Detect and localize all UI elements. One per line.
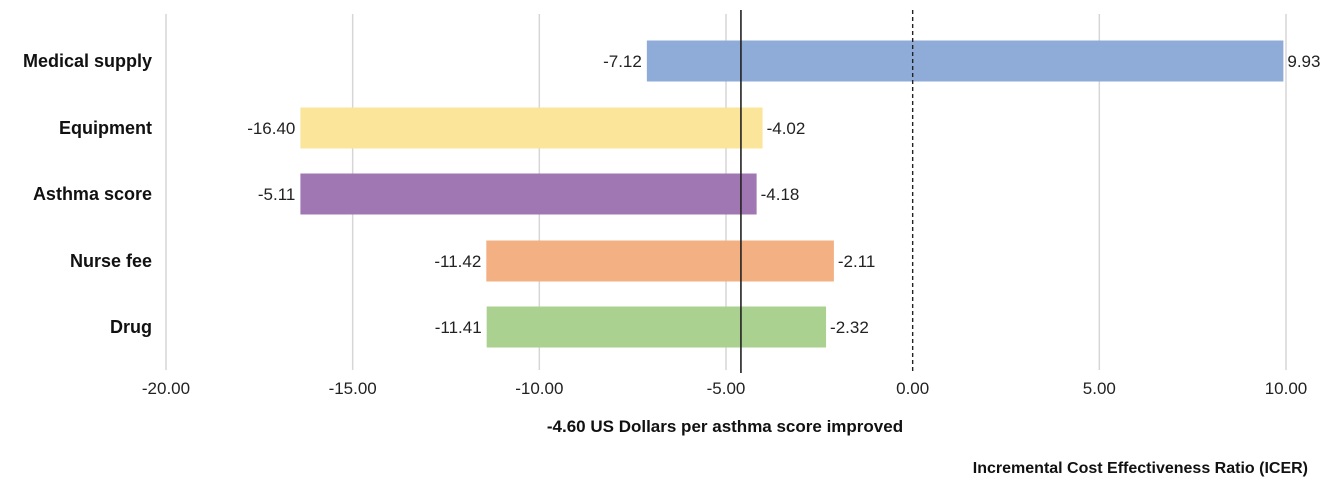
bar-low-value-label: -5.11 [258, 185, 296, 204]
category-label: Equipment [59, 118, 152, 138]
reference-lines [740, 10, 914, 373]
x-tick-label: 5.00 [1083, 379, 1116, 398]
category-label: Medical supply [23, 51, 152, 71]
x-tick-labels: -20.00 -15.00 -10.00 -5.00 0.00 5.00 10.00 [142, 379, 1307, 398]
bar-asthma-score [300, 173, 757, 215]
x-tick-label: -5.00 [707, 379, 746, 398]
x-tick-label: -20.00 [142, 379, 190, 398]
bar-nurse-fee [486, 240, 834, 282]
data-labels: -7.12 9.93 -16.40 -4.02 -5.11 -4.18 -11.42 -2.1… [247, 52, 1320, 337]
category-label: Nurse fee [70, 251, 152, 271]
bar-high-value-label: -4.18 [761, 185, 800, 204]
bar-high-value-label: -2.32 [830, 318, 869, 337]
bars [300, 40, 1284, 348]
x-tick-label: -10.00 [515, 379, 563, 398]
bar-high-value-label: -4.02 [767, 119, 806, 138]
bar-medical-supply [646, 40, 1284, 82]
bar-low-value-label: -11.42 [434, 252, 481, 271]
bar-drug [486, 306, 827, 348]
bar-high-value-label: -2.11 [838, 252, 876, 271]
x-axis-title: Incremental Cost Effectiveness Ratio (IC… [973, 460, 1308, 477]
x-tick-label: -15.00 [329, 379, 377, 398]
category-label: Asthma score [33, 184, 152, 204]
x-tick-label: 0.00 [896, 379, 929, 398]
x-tick-label: 10.00 [1265, 379, 1308, 398]
bar-low-value-label: -11.41 [435, 318, 482, 337]
bar-low-value-label: -7.12 [603, 52, 642, 71]
category-label: Drug [110, 317, 152, 337]
bar-high-value-label: 9.93 [1287, 52, 1320, 71]
bar-low-value-label: -16.40 [247, 119, 295, 138]
bar-equipment [300, 107, 763, 149]
reference-line-label: -4.60 US Dollars per asthma score improv… [547, 417, 903, 436]
category-labels: Medical supply Equipment Asthma score Nurse… [23, 51, 152, 337]
